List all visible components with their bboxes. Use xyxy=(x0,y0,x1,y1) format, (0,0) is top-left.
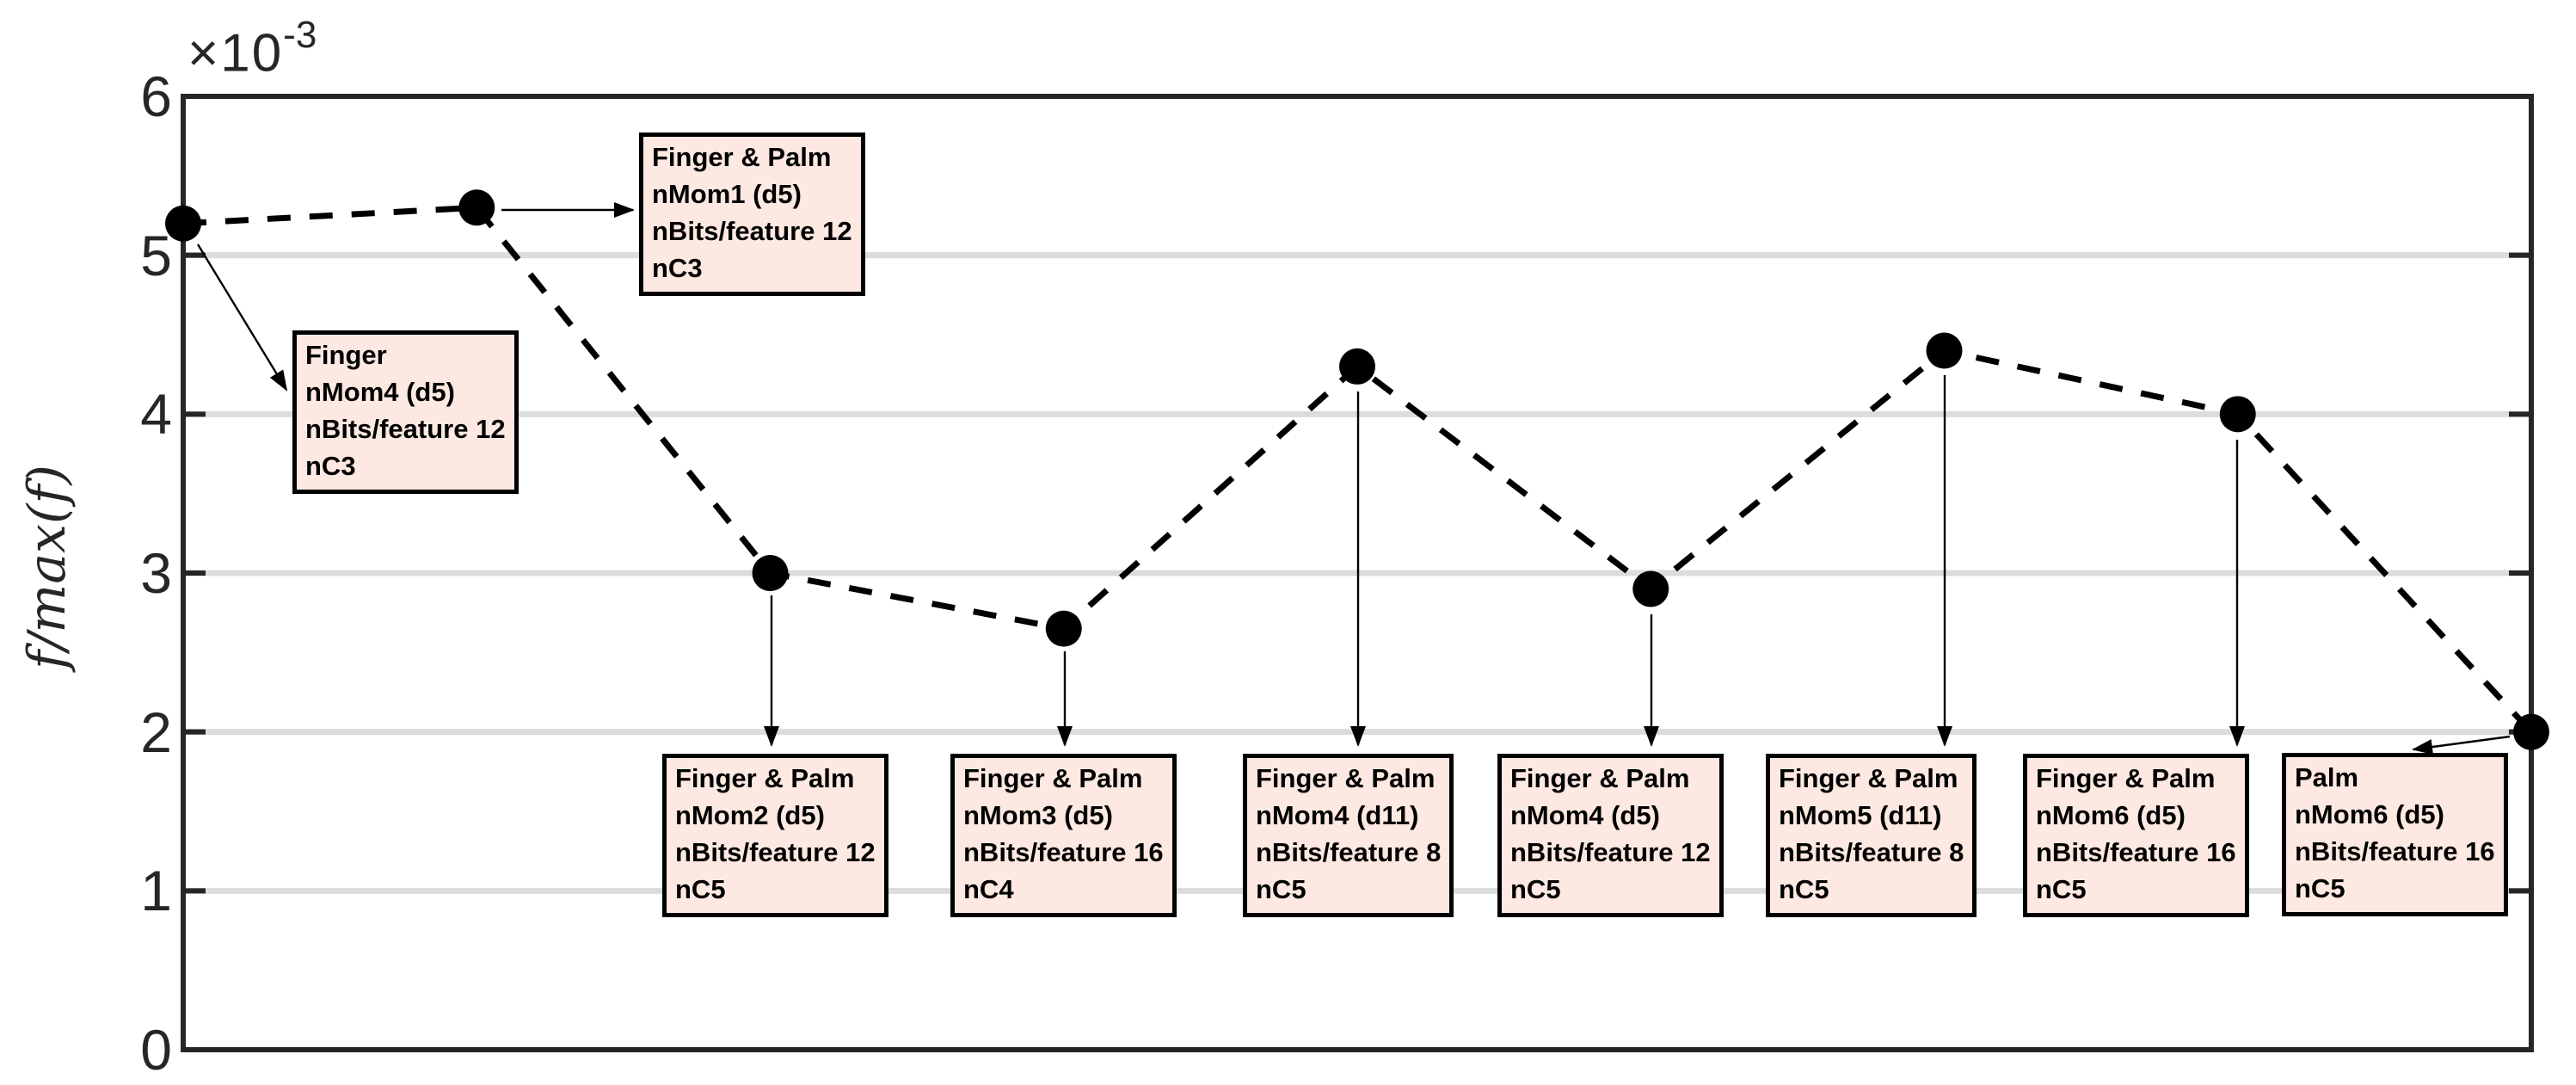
data-point-marker-7 xyxy=(1926,332,1963,369)
annotation-box-3-line-2: nMom2 (d5) xyxy=(675,800,825,830)
y-tick-label-6: 6 xyxy=(140,65,172,128)
annotation-box-2-line-3: nBits/feature 12 xyxy=(652,216,852,246)
annotation-box-6-line-2: nMom4 (d5) xyxy=(1510,800,1660,830)
annotation-box-4-line-4: nC4 xyxy=(963,874,1014,904)
annotation-arrow-1 xyxy=(196,244,288,391)
annotation-box-7-line-4: nC5 xyxy=(1779,874,1829,904)
annotation-box-1-line-3: nBits/feature 12 xyxy=(305,414,506,444)
y-axis-multiplier: ×10-3 xyxy=(188,14,317,84)
annotation-box-9-line-2: nMom6 (d5) xyxy=(2295,799,2444,829)
annotation-box-1: Finger nMom4 (d5) nBits/feature 12 nC3 xyxy=(292,330,519,494)
annotation-box-2-line-1: Finger & Palm xyxy=(652,142,832,172)
annotation-box-2-line-4: nC3 xyxy=(652,253,703,283)
annotation-box-9-line-3: nBits/feature 16 xyxy=(2295,836,2495,866)
annotation-box-3-line-4: nC5 xyxy=(675,874,726,904)
data-point-marker-8 xyxy=(2219,396,2256,433)
annotation-box-8-line-1: Finger & Palm xyxy=(2036,763,2216,793)
annotation-box-5-line-1: Finger & Palm xyxy=(1256,763,1436,793)
annotation-box-3-line-1: Finger & Palm xyxy=(675,763,855,793)
y-tick-label-1: 1 xyxy=(140,859,172,923)
annotation-box-7-line-1: Finger & Palm xyxy=(1779,763,1958,793)
annotation-box-8-line-3: nBits/feature 16 xyxy=(2036,837,2236,867)
y-tick-label-2: 2 xyxy=(140,700,172,764)
data-point-marker-6 xyxy=(1632,570,1669,607)
annotation-box-7-line-2: nMom5 (d11) xyxy=(1779,800,1942,830)
annotation-box-6-line-3: nBits/feature 12 xyxy=(1510,837,1711,867)
annotation-box-6-line-4: nC5 xyxy=(1510,874,1561,904)
annotation-box-1-line-4: nC3 xyxy=(305,451,356,481)
plot-box-border xyxy=(181,94,2534,1052)
data-point-marker-2 xyxy=(458,189,495,226)
annotation-box-6: Finger & Palm nMom4 (d5) nBits/feature 12 n… xyxy=(1497,754,1724,917)
annotation-box-2-line-2: nMom1 (d5) xyxy=(652,179,802,209)
annotation-box-8-line-4: nC5 xyxy=(2036,874,2087,904)
axis-ticks xyxy=(183,252,2531,894)
annotation-box-6-line-1: Finger & Palm xyxy=(1510,763,1690,793)
y-tick-label-0: 0 xyxy=(140,1018,172,1082)
annotation-box-1-line-2: nMom4 (d5) xyxy=(305,377,455,407)
annotation-box-9-line-4: nC5 xyxy=(2295,873,2345,903)
annotation-box-3-line-3: nBits/feature 12 xyxy=(675,837,876,867)
annotation-box-9-line-1: Palm xyxy=(2295,762,2359,792)
data-point-marker-4 xyxy=(1045,610,1082,647)
annotation-arrows xyxy=(196,202,2511,755)
annotation-box-5-line-4: nC5 xyxy=(1256,874,1306,904)
annotation-box-8-line-2: nMom6 (d5) xyxy=(2036,800,2186,830)
annotation-box-4: Finger & Palm nMom3 (d5) nBits/feature 16 n… xyxy=(950,754,1177,917)
annotation-box-4-line-2: nMom3 (d5) xyxy=(963,800,1113,830)
annotation-box-2: Finger & Palm nMom1 (d5) nBits/feature 12 n… xyxy=(639,133,865,296)
annotation-box-9: Palm nMom6 (d5) nBits/feature 16 nC5 xyxy=(2282,753,2508,916)
y-axis-multiplier-base: ×10 xyxy=(188,23,284,83)
y-tick-label-5: 5 xyxy=(140,223,172,287)
annotation-box-7: Finger & Palm nMom5 (d11) nBits/feature 8 n… xyxy=(1766,754,1977,917)
y-tick-label-4: 4 xyxy=(140,382,172,447)
data-point-marker-3 xyxy=(752,555,789,591)
data-point-marker-9 xyxy=(2513,713,2549,750)
annotation-box-7-line-3: nBits/feature 8 xyxy=(1779,837,1964,867)
annotation-box-4-line-1: Finger & Palm xyxy=(963,763,1143,793)
y-axis-multiplier-exponent: -3 xyxy=(283,14,317,56)
annotation-box-5-line-2: nMom4 (d11) xyxy=(1256,800,1419,830)
data-point-markers xyxy=(165,189,2549,750)
y-tick-label-3: 3 xyxy=(140,541,172,605)
annotation-box-5-line-3: nBits/feature 8 xyxy=(1256,837,1442,867)
annotation-box-3: Finger & Palm nMom2 (d5) nBits/feature 12 n… xyxy=(662,754,888,917)
annotation-arrow-9 xyxy=(2412,735,2511,755)
annotation-box-4-line-3: nBits/feature 16 xyxy=(963,837,1164,867)
annotation-box-5: Finger & Palm nMom4 (d11) nBits/feature 8 n… xyxy=(1243,754,1454,917)
annotation-box-8: Finger & Palm nMom6 (d5) nBits/feature 16 n… xyxy=(2023,754,2249,917)
annotation-box-1-line-1: Finger xyxy=(305,340,387,370)
data-point-marker-5 xyxy=(1339,348,1375,385)
data-point-marker-1 xyxy=(165,205,201,242)
